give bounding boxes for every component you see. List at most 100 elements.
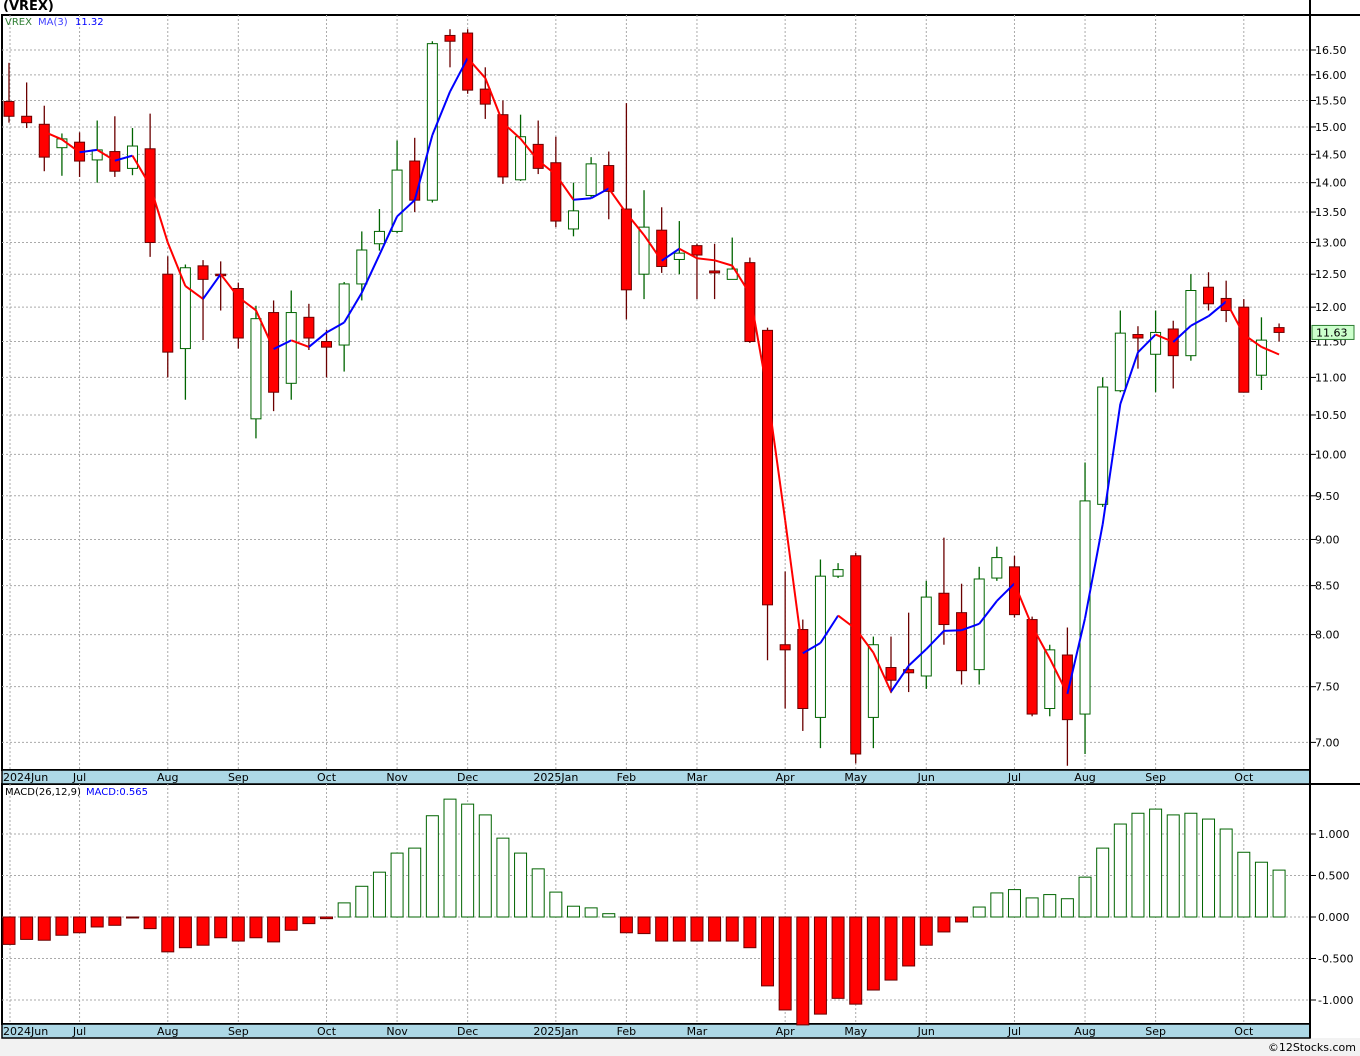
month-label: May: [844, 771, 867, 784]
macd-bar: [602, 913, 616, 918]
candle-body: [867, 644, 879, 718]
macd-bar: [125, 916, 139, 919]
macd-bar: [902, 916, 916, 967]
candle: [1273, 323, 1285, 342]
month-label: Jul: [72, 1025, 86, 1038]
candle-body: [444, 34, 456, 42]
macd-bar: [1202, 818, 1216, 918]
macd-bar: [778, 916, 792, 1011]
legend-symbol: VREX: [5, 17, 32, 28]
macd-bar: [461, 803, 475, 918]
month-label: Jul: [1007, 1025, 1021, 1038]
candle: [515, 114, 527, 181]
ma-segment: [748, 293, 769, 393]
ma-segment: [837, 614, 857, 630]
month-label: Apr: [776, 1025, 796, 1038]
candle: [1008, 555, 1020, 618]
ma-segment: [1119, 352, 1139, 405]
month-label: Jul: [72, 771, 86, 784]
candle-body: [462, 32, 474, 91]
macd-bar: [372, 871, 386, 918]
macd-bar: [672, 916, 686, 942]
macd-bar: [143, 916, 157, 930]
candle-body: [1114, 332, 1126, 392]
macd-bar: [249, 916, 263, 939]
ma-segment: [802, 642, 821, 655]
macd-bar: [1043, 894, 1057, 918]
ma-segment: [255, 309, 275, 350]
macd-bar: [813, 916, 827, 1015]
ma-segment: [872, 652, 892, 693]
price-tick-label: 15.50: [1315, 94, 1347, 107]
macd-bar: [196, 916, 210, 946]
macd-bar: [531, 868, 545, 918]
candle: [373, 209, 385, 251]
ma-segment: [925, 630, 945, 650]
ma-segment: [96, 149, 116, 162]
candle: [1114, 310, 1126, 393]
ma-segment: [202, 273, 222, 300]
ma-segment: [413, 134, 434, 201]
month-label: 2025Jan: [533, 1025, 578, 1038]
macd-bar: [37, 916, 51, 941]
price-tick-label: 10.00: [1315, 448, 1347, 461]
candle-body: [1097, 386, 1109, 505]
ma-segment: [573, 197, 592, 201]
ma-segment: [731, 265, 751, 295]
month-label: Aug: [157, 771, 178, 784]
ma-segment: [466, 57, 487, 79]
month-label: Dec: [457, 771, 478, 784]
candle: [1167, 320, 1179, 389]
candle-body: [832, 569, 844, 577]
last-price-box: [1311, 324, 1355, 340]
ma-segment: [502, 122, 522, 140]
macd-bar: [584, 907, 598, 918]
candle: [1203, 272, 1215, 311]
ma-segment: [273, 339, 292, 350]
ma-segment: [961, 622, 980, 632]
ma-segment: [854, 628, 875, 654]
candle: [1097, 377, 1109, 507]
month-label: Feb: [617, 771, 636, 784]
ma-segment: [555, 174, 575, 201]
candle: [991, 546, 1003, 581]
macd-bar: [990, 892, 1004, 918]
candle-body: [338, 283, 350, 346]
macd-tick-label: 0.500: [1318, 870, 1350, 883]
macd-bar: [320, 916, 334, 920]
ma-segment: [360, 254, 381, 294]
ma-segment: [661, 247, 680, 262]
macd-bar: [1113, 823, 1127, 918]
candle: [232, 282, 244, 349]
ma-segment: [1013, 583, 1034, 627]
macd-bar: [267, 916, 281, 943]
price-tick-label: 8.50: [1315, 580, 1340, 593]
candle: [197, 260, 209, 341]
macd-bar: [831, 916, 845, 999]
price-panel: [1, 14, 1311, 771]
date-strip-top: [1, 769, 1311, 785]
ma-segment: [1084, 524, 1104, 619]
ma-segment: [943, 629, 962, 632]
candle: [356, 231, 368, 301]
candle-body: [585, 163, 597, 196]
price-tick-label: 11.00: [1315, 371, 1347, 384]
candle-body: [762, 329, 774, 606]
legend-ma-label: MA(3): [38, 17, 68, 28]
macd-bar: [1025, 897, 1039, 918]
price-tick-label: 14.00: [1315, 177, 1347, 190]
candle: [867, 636, 879, 749]
price-tick-label: 12.50: [1315, 268, 1347, 281]
ma-segment: [149, 185, 169, 243]
ma-segment: [1243, 333, 1263, 348]
month-label: May: [844, 1025, 867, 1038]
macd-bar: [690, 916, 704, 942]
candle: [938, 537, 950, 645]
candle: [1061, 627, 1073, 766]
price-tick-label: 10.50: [1315, 409, 1347, 422]
candle-body: [303, 316, 315, 339]
macd-bar: [796, 916, 810, 1026]
macd-bar: [2, 916, 16, 945]
candle: [462, 29, 474, 94]
ma-segment: [1261, 346, 1280, 356]
